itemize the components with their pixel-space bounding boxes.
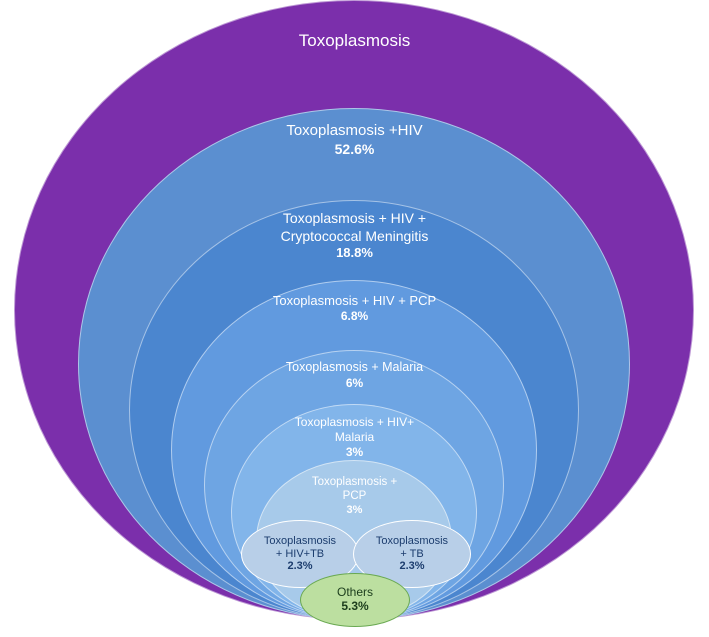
small-ellipse-title-line: Toxoplasmosis: [264, 535, 336, 548]
small-ellipse-others: Others5.3%: [300, 573, 410, 627]
ring-title-line: PCP: [205, 489, 505, 503]
ring-label-ring1: Toxoplasmosis +HIV52.6%: [205, 122, 505, 158]
ring-value: 6%: [205, 376, 505, 391]
ring-value: 3%: [205, 445, 505, 460]
ring-value: 6.8%: [205, 309, 505, 324]
ring-title-line: Malaria: [205, 430, 505, 445]
small-ellipse-title-line: Toxoplasmosis: [376, 535, 448, 548]
nested-ellipse-diagram: ToxoplasmosisToxoplasmosis +HIV52.6%Toxo…: [0, 0, 709, 637]
ring-label-ring2: Toxoplasmosis + HIV +Cryptococcal Mening…: [205, 210, 505, 261]
ring-title-line: Toxoplasmosis + Malaria: [205, 360, 505, 376]
ring-title-line: Toxoplasmosis +: [205, 475, 505, 489]
small-ellipse-title-line: + TB: [400, 548, 423, 561]
ring-value: 3%: [205, 504, 505, 518]
ring-label-ring3: Toxoplasmosis + HIV + PCP6.8%: [205, 293, 505, 324]
ring-title-line: Toxoplasmosis + HIV+: [205, 415, 505, 430]
ring-title-line: Toxoplasmosis + HIV +: [205, 210, 505, 228]
ring-title-line: Cryptococcal Meningitis: [205, 228, 505, 246]
ring-label-ring5: Toxoplasmosis + HIV+Malaria3%: [205, 415, 505, 460]
small-ellipse-title-line: + HIV+TB: [276, 548, 324, 561]
ring-title-line: Toxoplasmosis: [205, 30, 505, 51]
ring-value: 52.6%: [205, 141, 505, 159]
small-ellipse-value: 5.3%: [341, 600, 368, 614]
ring-label-ring6: Toxoplasmosis +PCP3%: [205, 475, 505, 518]
ring-label-ring4: Toxoplasmosis + Malaria6%: [205, 360, 505, 391]
small-ellipse-title-line: Others: [337, 586, 373, 600]
small-ellipse-value: 2.3%: [287, 560, 312, 573]
ring-value: 18.8%: [205, 245, 505, 261]
ring-label-ring0: Toxoplasmosis: [205, 30, 505, 51]
ring-title-line: Toxoplasmosis +HIV: [205, 122, 505, 141]
small-ellipse-value: 2.3%: [399, 560, 424, 573]
ring-title-line: Toxoplasmosis + HIV + PCP: [205, 293, 505, 309]
